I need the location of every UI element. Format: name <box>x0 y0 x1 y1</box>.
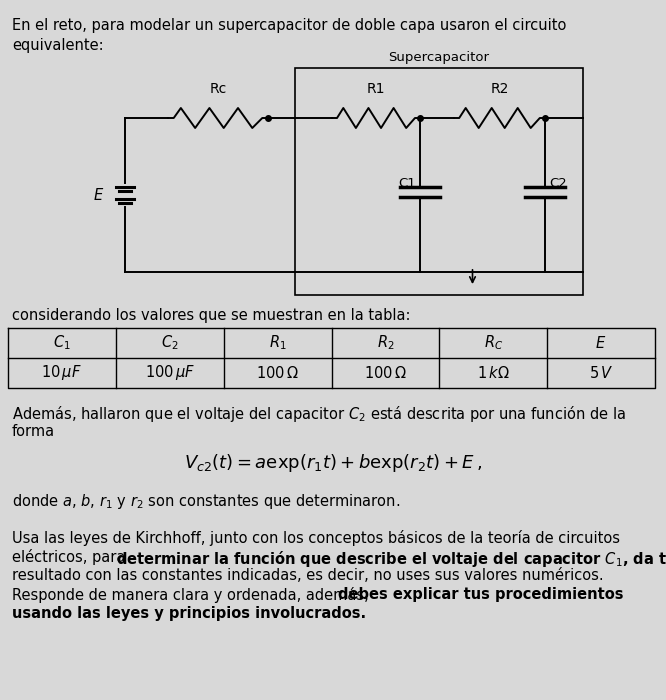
Text: Responde de manera clara y ordenada, además,: Responde de manera clara y ordenada, ade… <box>12 587 374 603</box>
Text: $10\,\mu F$: $10\,\mu F$ <box>41 363 83 382</box>
Text: resultado con las constantes indicadas, es decir, no uses sus valores numéricos.: resultado con las constantes indicadas, … <box>12 568 603 583</box>
Text: Además, hallaron que el voltaje del capacitor $C_2$ está descrita por una funció: Además, hallaron que el voltaje del capa… <box>12 404 626 424</box>
Text: $C_2$: $C_2$ <box>161 334 178 352</box>
Text: equivalente:: equivalente: <box>12 38 104 53</box>
Text: $100\,\Omega$: $100\,\Omega$ <box>364 365 407 381</box>
Text: C1: C1 <box>398 177 416 190</box>
Text: R1: R1 <box>367 82 385 96</box>
Text: C2: C2 <box>549 177 567 190</box>
Text: donde $a$, $b$, $r_1$ y $r_2$ son constantes que determinaron.: donde $a$, $b$, $r_1$ y $r_2$ son consta… <box>12 492 400 511</box>
Text: $R_2$: $R_2$ <box>377 334 394 352</box>
Text: R2: R2 <box>490 82 509 96</box>
Text: debes explicar tus procedimientos: debes explicar tus procedimientos <box>338 587 623 602</box>
Text: $100\,\mu F$: $100\,\mu F$ <box>145 363 195 382</box>
Text: Supercapacitor: Supercapacitor <box>388 51 490 64</box>
Text: determinar la función que describe el voltaje del capacitor $C_1$, da tu: determinar la función que describe el vo… <box>116 549 666 569</box>
Text: $5\,V$: $5\,V$ <box>589 365 613 381</box>
Text: $100\,\Omega$: $100\,\Omega$ <box>256 365 299 381</box>
Text: eléctricos, para: eléctricos, para <box>12 549 130 565</box>
Text: usando las leyes y principios involucrados.: usando las leyes y principios involucrad… <box>12 606 366 621</box>
Text: En el reto, para modelar un supercapacitor de doble capa usaron el circuito: En el reto, para modelar un supercapacit… <box>12 18 566 33</box>
Text: $V_{c2}(t) = a\exp(r_1 t) + b\exp(r_2 t) + E\,,$: $V_{c2}(t) = a\exp(r_1 t) + b\exp(r_2 t)… <box>184 452 482 474</box>
Text: Rc: Rc <box>209 82 226 96</box>
Text: considerando los valores que se muestran en la tabla:: considerando los valores que se muestran… <box>12 308 410 323</box>
Text: $1\,k\Omega$: $1\,k\Omega$ <box>477 365 509 381</box>
Text: forma: forma <box>12 424 55 439</box>
Text: $R_C$: $R_C$ <box>484 334 503 352</box>
Text: $R_1$: $R_1$ <box>269 334 286 352</box>
Text: E: E <box>94 188 103 202</box>
Bar <box>295 68 583 295</box>
Text: Usa las leyes de Kirchhoff, junto con los conceptos básicos de la teoría de circ: Usa las leyes de Kirchhoff, junto con lo… <box>12 530 620 546</box>
Text: $E$: $E$ <box>595 335 607 351</box>
Text: $C_1$: $C_1$ <box>53 334 71 352</box>
